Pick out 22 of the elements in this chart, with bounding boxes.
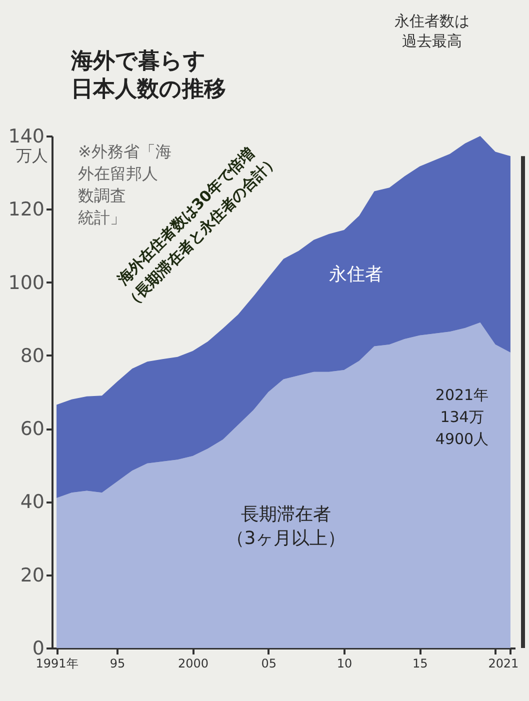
- y-tick-label: 60: [20, 418, 44, 440]
- x-tick-label: 95: [110, 656, 126, 670]
- y-tick-label: 20: [20, 564, 44, 586]
- series-label: 永住者: [329, 264, 383, 285]
- y-tick-label: 100: [8, 272, 44, 294]
- x-tick-label: 2000: [178, 656, 208, 670]
- series-label: 長期滞在者（3ヶ月以上）: [226, 504, 346, 549]
- x-tick-label: 10: [336, 656, 352, 670]
- annotation: 2021年134万4900人: [435, 386, 489, 448]
- y-axis-title: 万人: [16, 146, 48, 165]
- x-tick-label: 1991年: [36, 656, 78, 670]
- x-tick-label: 05: [261, 656, 277, 670]
- y-tick-label: 80: [20, 344, 44, 367]
- x-tick-label: 20: [488, 656, 504, 670]
- text: 永住者数は過去最高: [394, 12, 470, 50]
- x-tick-label: 21: [503, 656, 519, 670]
- chart-title: 海外で暮らす日本人数の推移: [70, 49, 226, 102]
- y-tick-label: 140: [8, 126, 44, 148]
- y-tick-label: 40: [20, 491, 44, 514]
- x-tick-label: 15: [412, 656, 428, 670]
- y-tick-label: 120: [8, 198, 44, 221]
- y-tick-label: 0: [32, 638, 44, 660]
